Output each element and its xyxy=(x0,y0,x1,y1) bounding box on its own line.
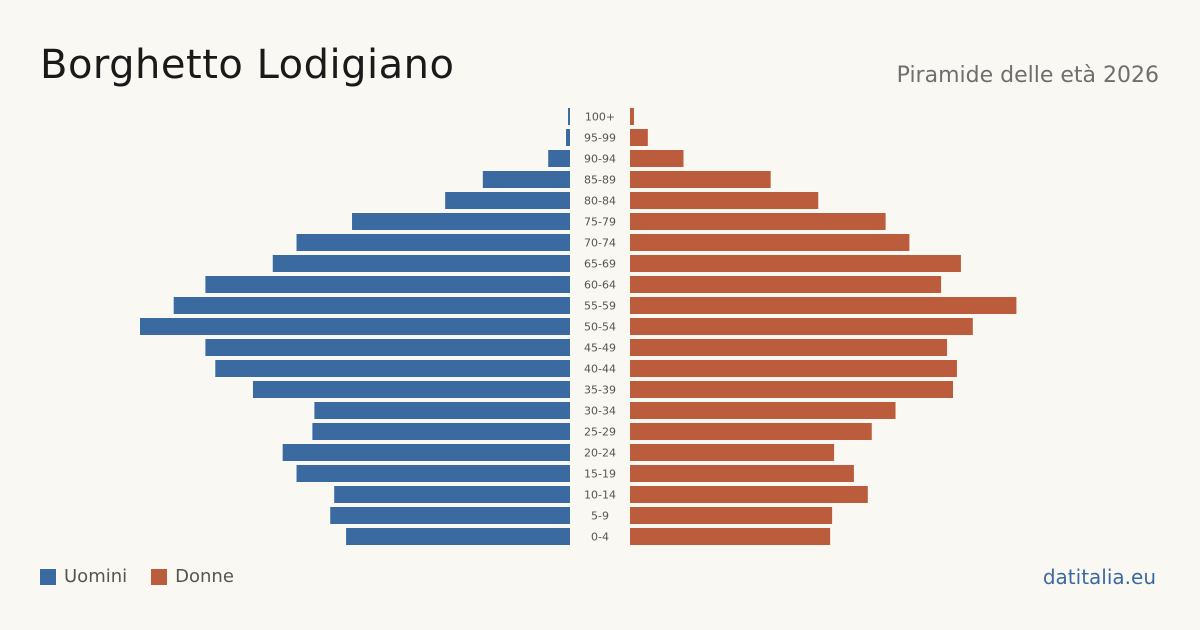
age-label-65-69: 65-69 xyxy=(584,258,616,271)
bar-male-75-79 xyxy=(352,213,570,230)
legend-item-male: Uomini xyxy=(40,566,127,587)
legend-item-female: Donne xyxy=(151,566,234,587)
bar-female-0-4 xyxy=(630,528,831,545)
chart-subtitle: Piramide delle età 2026 xyxy=(896,63,1159,88)
bar-female-65-69 xyxy=(630,255,961,272)
bar-female-100+ xyxy=(630,108,634,125)
age-label-85-89: 85-89 xyxy=(584,174,616,187)
bar-female-60-64 xyxy=(630,276,942,293)
age-label-15-19: 15-19 xyxy=(584,468,616,481)
bar-female-95-99 xyxy=(630,129,648,146)
age-label-35-39: 35-39 xyxy=(584,384,616,397)
chart-title: Borghetto Lodigiano xyxy=(40,42,455,88)
bar-male-25-29 xyxy=(312,423,570,440)
age-label-0-4: 0-4 xyxy=(591,531,609,544)
bar-female-10-14 xyxy=(630,486,868,503)
bar-male-30-34 xyxy=(314,402,570,419)
bar-male-70-74 xyxy=(296,234,570,251)
brand-link[interactable]: datitalia.eu xyxy=(1042,565,1156,589)
bar-female-75-79 xyxy=(630,213,886,230)
bar-female-30-34 xyxy=(630,402,896,419)
age-label-80-84: 80-84 xyxy=(584,195,616,208)
bar-male-40-44 xyxy=(215,360,570,377)
bar-female-80-84 xyxy=(630,192,819,209)
bar-female-90-94 xyxy=(630,150,684,167)
legend-label-male: Uomini xyxy=(64,566,128,587)
bar-female-85-89 xyxy=(630,171,771,188)
bar-male-95-99 xyxy=(566,129,570,146)
age-label-50-54: 50-54 xyxy=(584,321,616,334)
bar-female-5-9 xyxy=(630,507,833,524)
age-label-95-99: 95-99 xyxy=(584,132,616,145)
age-label-5-9: 5-9 xyxy=(591,510,609,523)
bar-male-50-54 xyxy=(140,318,570,335)
bar-female-45-49 xyxy=(630,339,948,356)
legend-swatch-female xyxy=(151,568,168,585)
bar-male-0-4 xyxy=(346,528,570,545)
legend: Uomini Donne xyxy=(40,566,250,587)
age-label-45-49: 45-49 xyxy=(584,342,616,355)
age-label-10-14: 10-14 xyxy=(584,489,616,502)
bar-male-60-64 xyxy=(205,276,570,293)
bar-male-35-39 xyxy=(252,381,570,398)
bar-female-70-74 xyxy=(630,234,910,251)
bar-female-20-24 xyxy=(630,444,835,461)
age-label-20-24: 20-24 xyxy=(584,447,616,460)
bar-male-5-9 xyxy=(330,507,570,524)
age-label-70-74: 70-74 xyxy=(584,237,616,250)
age-label-30-34: 30-34 xyxy=(584,405,616,418)
bar-female-55-59 xyxy=(630,297,1017,314)
bar-male-100+ xyxy=(568,108,570,125)
bar-female-50-54 xyxy=(630,318,973,335)
age-label-60-64: 60-64 xyxy=(584,279,616,292)
age-label-55-59: 55-59 xyxy=(584,300,616,313)
bar-male-80-84 xyxy=(445,192,570,209)
bar-female-35-39 xyxy=(630,381,953,398)
bar-male-65-69 xyxy=(272,255,570,272)
bar-female-40-44 xyxy=(630,360,957,377)
bar-male-45-49 xyxy=(205,339,570,356)
bar-male-90-94 xyxy=(548,150,570,167)
legend-label-female: Donne xyxy=(175,566,234,587)
population-pyramid-chart: 100+ 95-99 90-94 85-89 80-84 75-79 70-74 65-69 6… xyxy=(140,108,1017,545)
age-label-75-79: 75-79 xyxy=(584,216,616,229)
age-label-40-44: 40-44 xyxy=(584,363,616,376)
bar-female-15-19 xyxy=(630,465,854,482)
bar-male-85-89 xyxy=(482,171,570,188)
age-label-25-29: 25-29 xyxy=(584,426,616,439)
legend-swatch-male xyxy=(40,568,56,585)
age-label-100+: 100+ xyxy=(585,111,615,124)
bar-male-55-59 xyxy=(173,297,570,314)
bar-male-10-14 xyxy=(334,486,570,503)
bar-male-20-24 xyxy=(282,444,570,461)
bar-female-25-29 xyxy=(630,423,872,440)
bar-male-15-19 xyxy=(296,465,570,482)
age-label-90-94: 90-94 xyxy=(584,153,616,166)
